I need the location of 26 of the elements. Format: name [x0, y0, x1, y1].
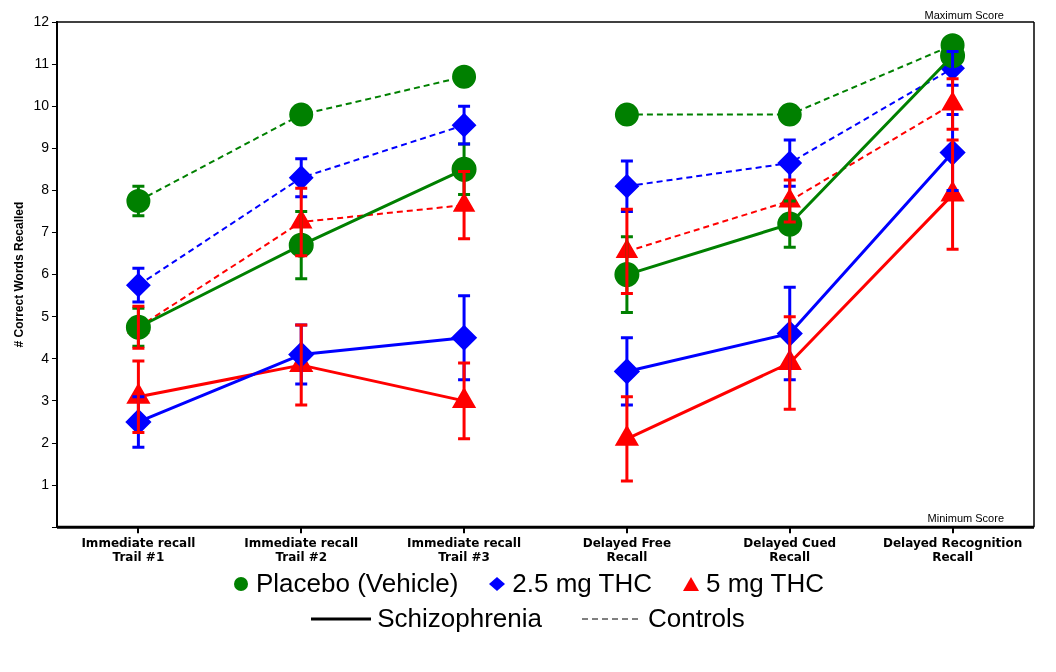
y-tick-label: 5	[41, 307, 50, 324]
x-tick-label: Delayed Cued Recall	[743, 535, 837, 564]
y-tick-label: 10	[33, 97, 50, 114]
annotation: Minimum Score	[927, 511, 1004, 524]
legend-label: Placebo (Vehicle)	[255, 568, 459, 599]
x-tick-label: Delayed Free Recall	[582, 535, 672, 564]
y-tick-label: 3	[41, 391, 50, 408]
text: Schizophrenia	[376, 603, 542, 634]
y-axis-title: # Correct Words Recalled	[11, 201, 26, 348]
y-tick-label: 7	[41, 223, 50, 240]
y-tick-label: 6	[41, 265, 50, 282]
x-tick-label: Delayed Recognition Recall	[882, 535, 1023, 564]
legend-label: 5 mg THC	[705, 568, 825, 599]
y-tick-label: 8	[41, 181, 50, 198]
y-tick-label: 9	[41, 139, 50, 156]
x-tick-label: Immediate recall Trail #2	[244, 535, 359, 564]
x-tick-label: Immediate recall Trail #1	[81, 535, 196, 564]
y-tick-label: 11	[34, 54, 50, 71]
y-tick-label: 4	[41, 349, 50, 366]
y-tick-label: 12	[33, 12, 50, 29]
y-tick-label: 1	[41, 475, 50, 492]
x-tick-label: Immediate recall Trail #3	[407, 535, 522, 564]
y-tick-label: 2	[41, 433, 50, 450]
text: Controls	[646, 603, 745, 634]
ref-line-label: Maximum Score	[924, 8, 1004, 21]
legend-label: 2.5 mg THC	[511, 568, 653, 599]
